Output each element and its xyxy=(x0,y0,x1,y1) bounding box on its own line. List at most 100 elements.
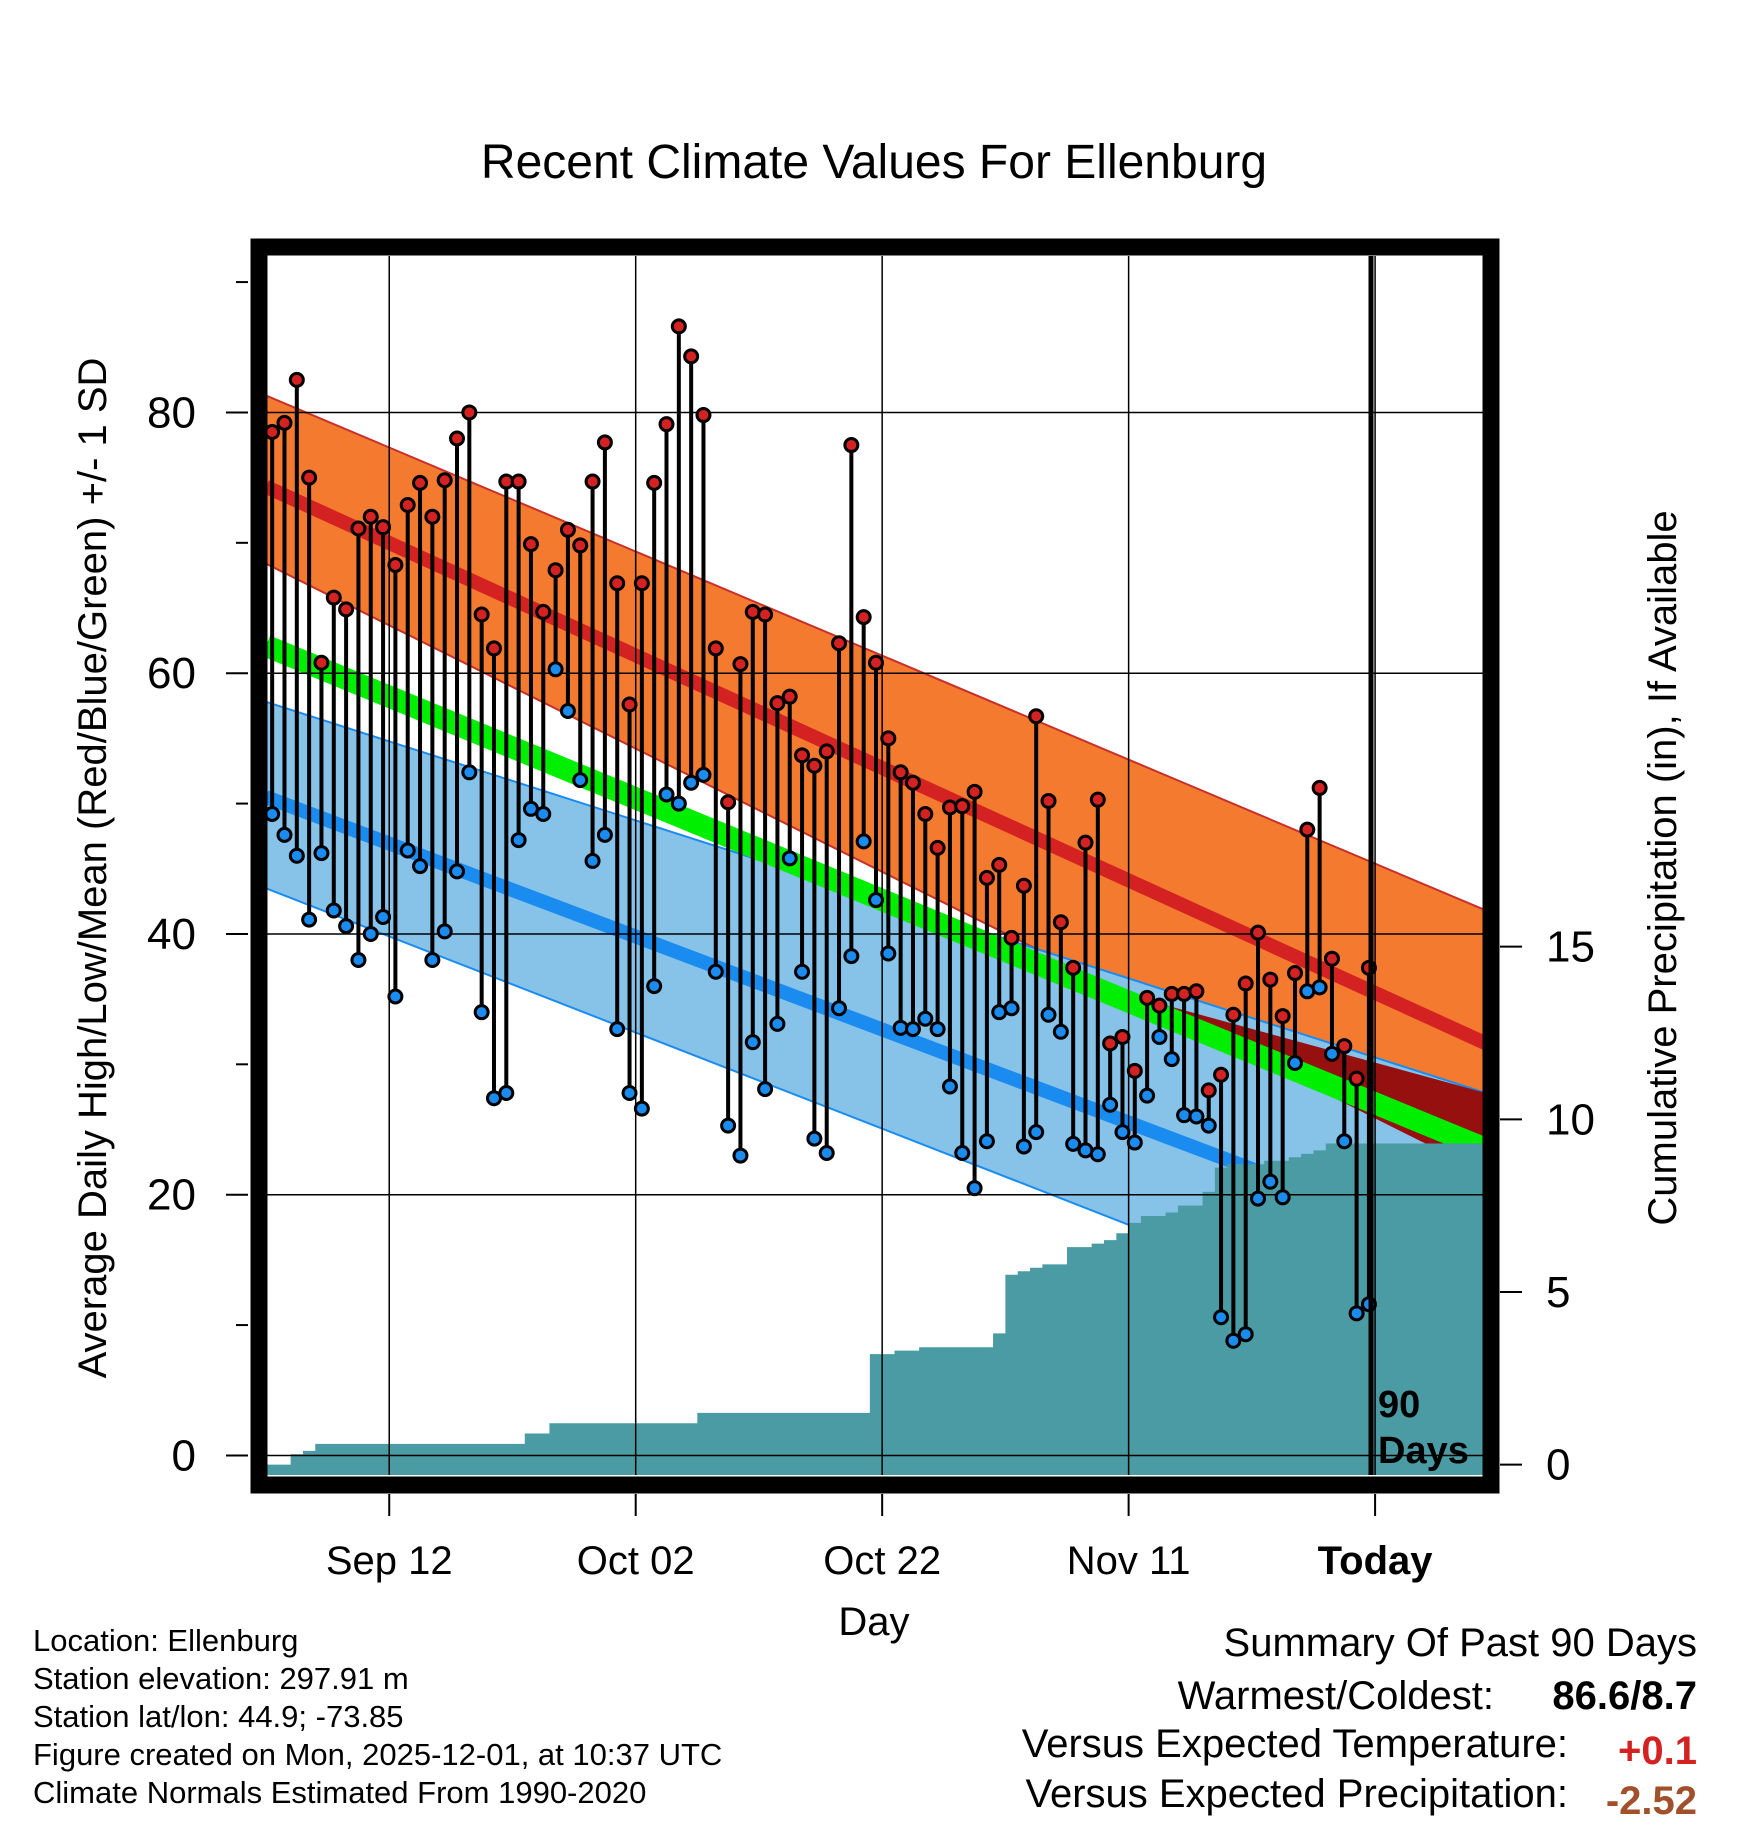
daily-high-point xyxy=(732,656,749,673)
daily-high-point xyxy=(621,696,638,713)
daily-low-point xyxy=(1151,1028,1168,1045)
daily-high-point xyxy=(1200,1082,1217,1099)
daily-low-point xyxy=(744,1034,761,1051)
precip-area xyxy=(266,1143,1486,1475)
summary-precip-label: Versus Expected Precipitation: xyxy=(1025,1772,1568,1816)
daily-low-point xyxy=(1065,1135,1082,1152)
daily-low-point xyxy=(375,908,392,925)
daily-high-point xyxy=(1003,929,1020,946)
daily-low-point xyxy=(362,925,379,942)
daily-high-point xyxy=(720,794,737,811)
chart-title: Recent Climate Values For Ellenburg xyxy=(481,136,1267,189)
y-tick-label: 20 xyxy=(147,1171,196,1220)
daily-low-point xyxy=(1274,1189,1291,1206)
daily-high-point xyxy=(461,404,478,421)
daily-low-point xyxy=(559,703,576,720)
daily-low-point xyxy=(387,988,404,1005)
summary-warmest-value: 86.6/8.7 xyxy=(1552,1674,1697,1718)
daily-high-point xyxy=(1262,971,1279,988)
summary-title: Summary Of Past 90 Days xyxy=(1223,1621,1697,1665)
daily-high-point xyxy=(707,640,724,657)
daily-low-point xyxy=(757,1081,774,1098)
daily-high-point xyxy=(806,757,823,774)
daily-high-point xyxy=(288,371,305,388)
daily-low-point xyxy=(904,1021,921,1038)
daily-high-point xyxy=(535,603,552,620)
daily-high-point xyxy=(1336,1038,1353,1055)
daily-high-point xyxy=(695,407,712,424)
daily-high-point xyxy=(929,839,946,856)
daily-high-point xyxy=(917,806,934,823)
daily-low-point xyxy=(670,795,687,812)
daily-low-point xyxy=(794,963,811,980)
info-latlon: Station lat/lon: 44.9; -73.85 xyxy=(33,1699,404,1734)
daily-high-point xyxy=(276,414,293,431)
daily-low-point xyxy=(1200,1117,1217,1134)
daily-low-point xyxy=(966,1180,983,1197)
daily-low-point xyxy=(1163,1051,1180,1068)
daily-high-point xyxy=(301,469,318,486)
daily-high-point xyxy=(978,869,995,886)
daily-low-point xyxy=(954,1144,971,1161)
daily-high-point xyxy=(436,472,453,489)
daily-low-point xyxy=(855,833,872,850)
daily-high-point xyxy=(683,348,700,365)
daily-high-point xyxy=(325,589,342,606)
daily-high-point xyxy=(904,774,921,791)
daily-high-point xyxy=(362,508,379,525)
daily-high-point xyxy=(1028,708,1045,725)
daily-high-point xyxy=(412,474,429,491)
daily-high-point xyxy=(375,519,392,536)
y-tick-label: 0 xyxy=(172,1431,196,1480)
daily-high-point xyxy=(1176,985,1193,1002)
daily-high-point xyxy=(609,575,626,592)
daily-high-point xyxy=(350,520,367,537)
daily-high-point xyxy=(1250,924,1267,941)
daily-high-point xyxy=(991,856,1008,873)
daily-low-point xyxy=(1336,1133,1353,1150)
x-tick-label: Today xyxy=(1318,1539,1434,1583)
daily-low-point xyxy=(1126,1134,1143,1151)
daily-high-point xyxy=(338,601,355,618)
daily-high-point xyxy=(880,730,897,747)
daily-high-point xyxy=(266,424,281,441)
daily-high-point xyxy=(1323,950,1340,967)
daily-low-point xyxy=(266,806,281,823)
daily-low-point xyxy=(1323,1045,1340,1062)
daily-low-point xyxy=(1139,1087,1156,1104)
daily-high-point xyxy=(658,416,675,433)
daily-high-point xyxy=(794,747,811,764)
daily-low-point xyxy=(510,832,527,849)
daily-high-point xyxy=(485,640,502,657)
info-normals: Climate Normals Estimated From 1990-2020 xyxy=(33,1775,647,1810)
plot-area xyxy=(266,256,1486,1475)
daily-low-point xyxy=(695,766,712,783)
daily-low-point xyxy=(720,1117,737,1134)
daily-low-point xyxy=(498,1085,515,1102)
daily-low-point xyxy=(1213,1309,1230,1326)
daily-low-point xyxy=(276,826,293,843)
daily-low-point xyxy=(1052,1023,1069,1040)
daily-low-point xyxy=(424,952,441,969)
daily-low-point xyxy=(633,1100,650,1117)
daily-high-point xyxy=(1015,877,1032,894)
daily-low-point xyxy=(1040,1006,1057,1023)
daily-high-point xyxy=(1274,1008,1291,1025)
x-tick-label: Sep 12 xyxy=(326,1539,453,1583)
daily-high-point xyxy=(572,537,589,554)
info-location: Location: Ellenburg xyxy=(33,1623,299,1658)
daily-low-point xyxy=(1250,1190,1267,1207)
daily-high-point xyxy=(1348,1070,1365,1087)
daily-low-point xyxy=(843,948,860,965)
daily-high-point xyxy=(757,606,774,623)
daily-low-point xyxy=(313,845,330,862)
daily-high-point xyxy=(449,430,466,447)
info-elevation: Station elevation: 297.91 m xyxy=(33,1661,409,1696)
daily-low-point xyxy=(547,661,564,678)
daily-high-point xyxy=(1139,989,1156,1006)
y-tick-label: 60 xyxy=(147,649,196,698)
daily-high-point xyxy=(1151,997,1168,1014)
daily-low-point xyxy=(461,764,478,781)
daily-low-point xyxy=(880,945,897,962)
daily-low-point xyxy=(1286,1055,1303,1072)
